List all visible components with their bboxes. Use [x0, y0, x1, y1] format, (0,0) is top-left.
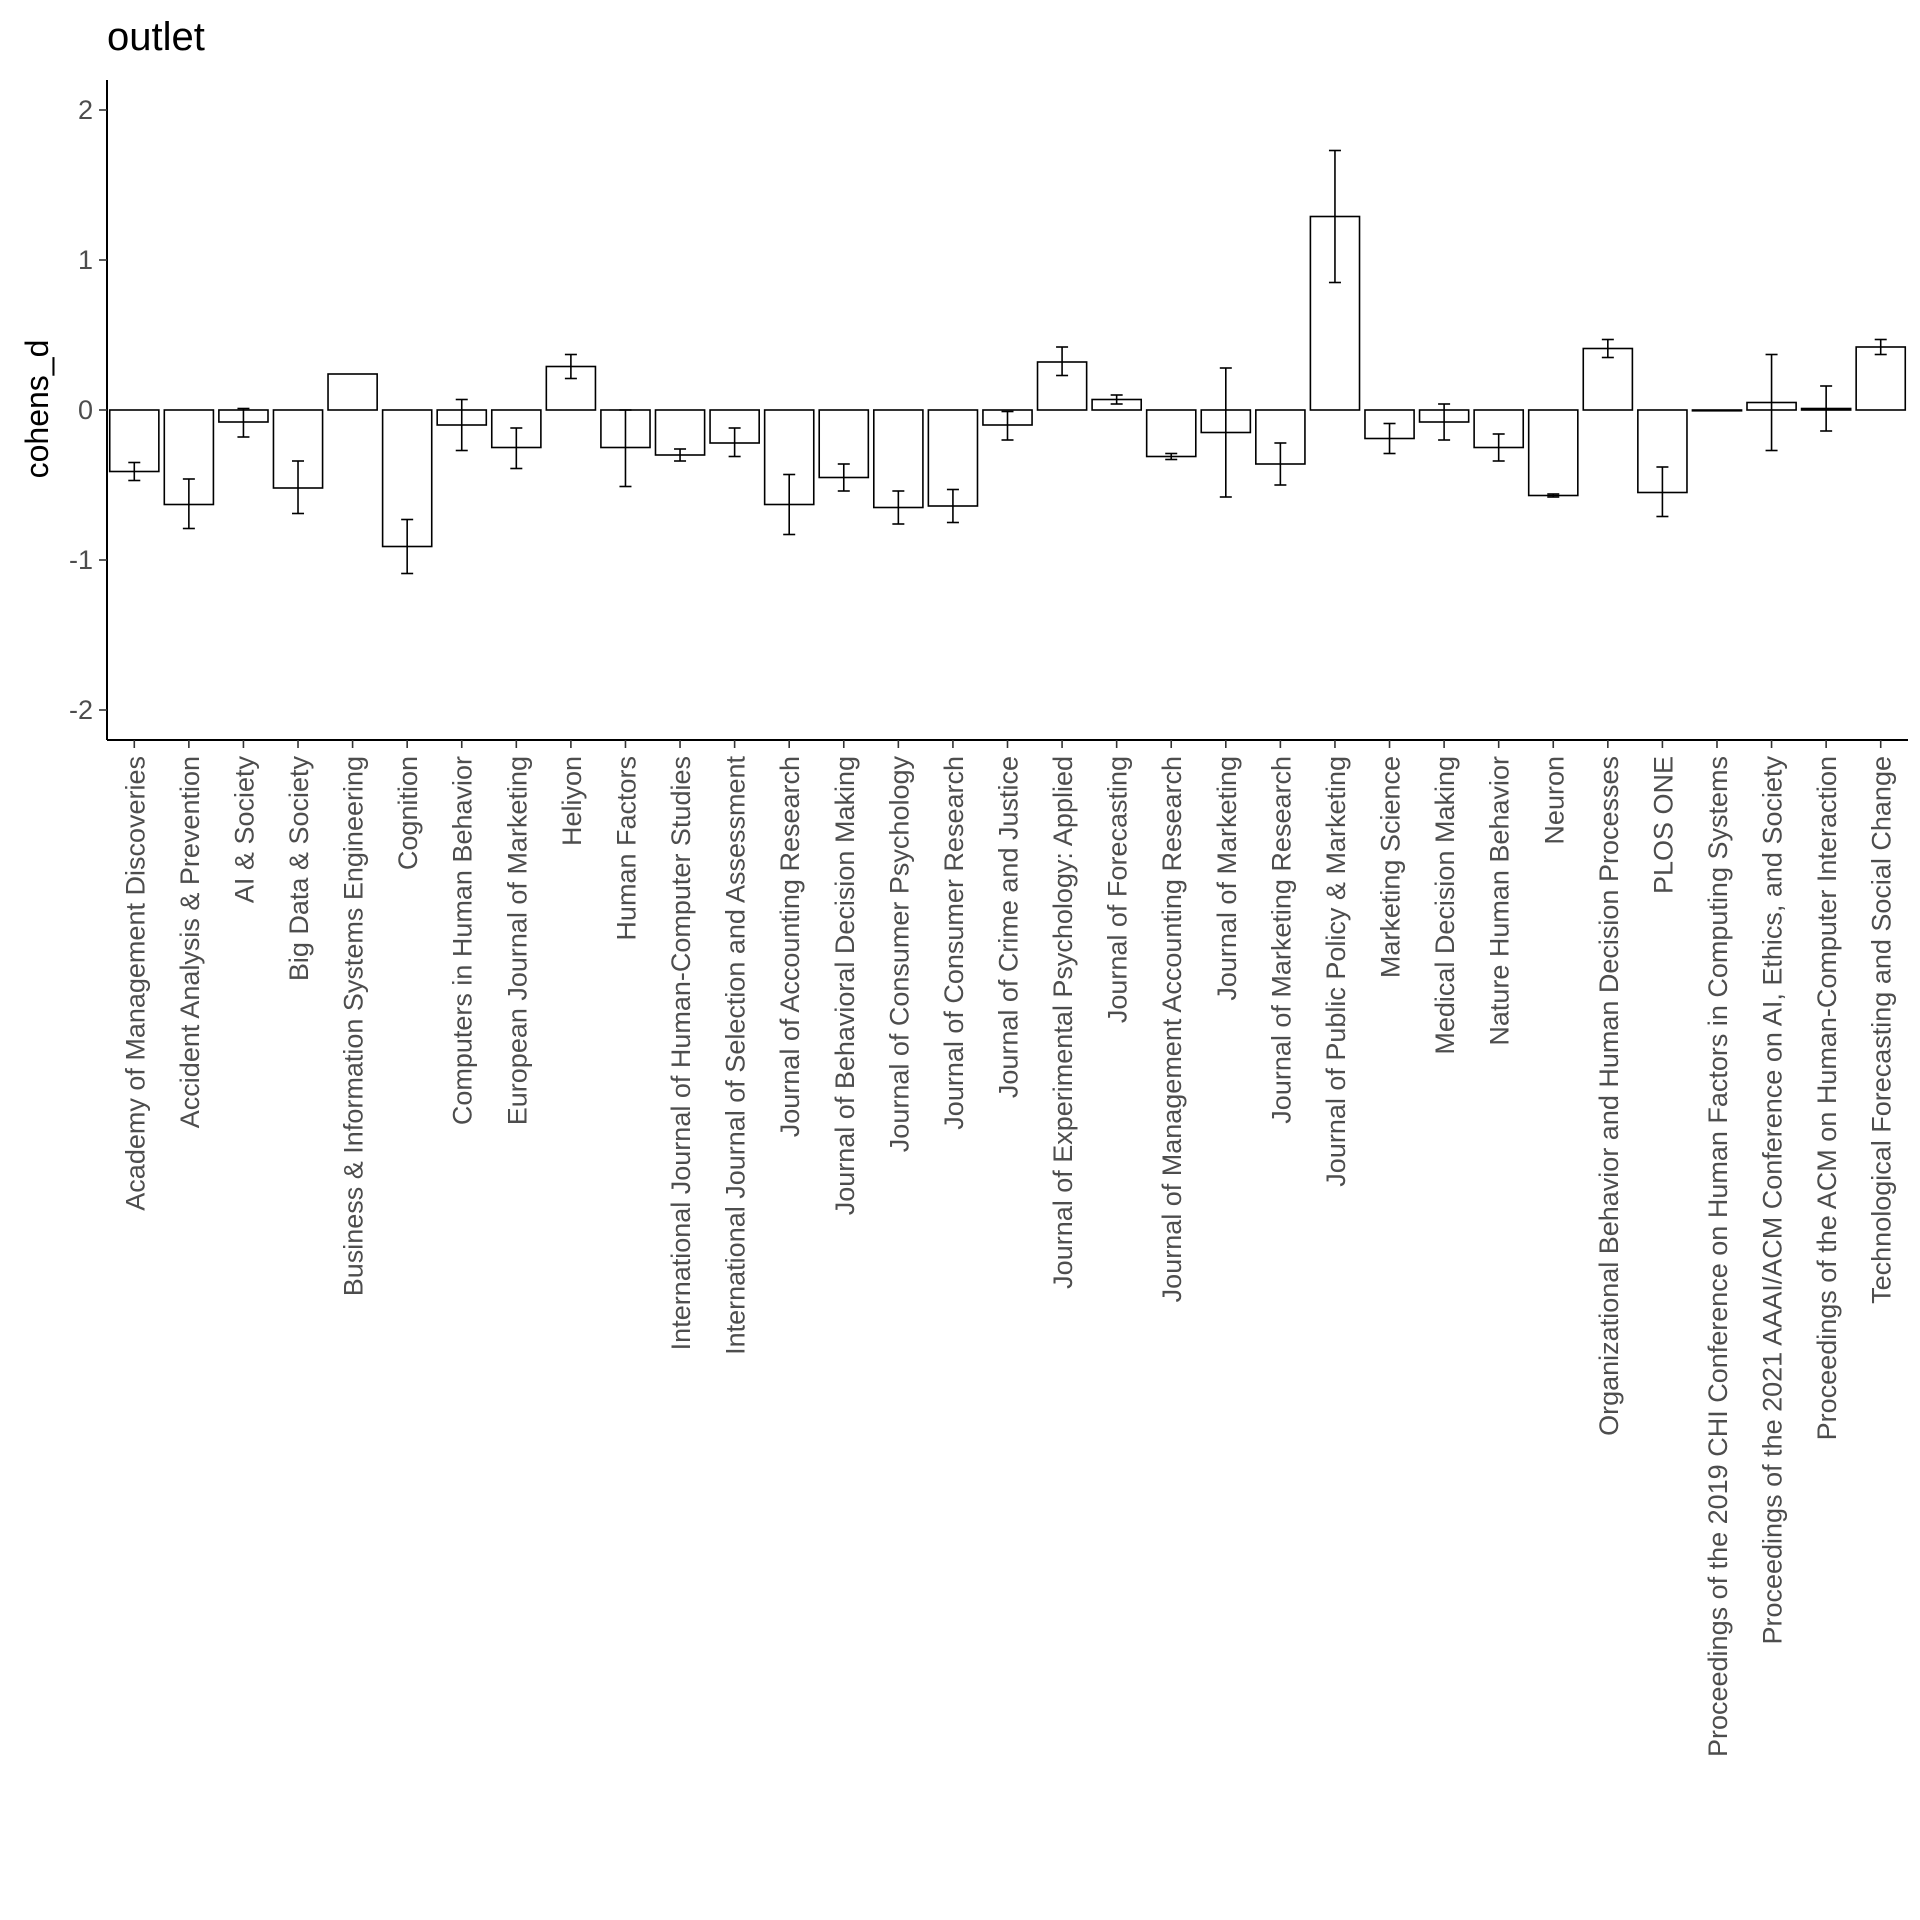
x-tick-label: Journal of Consumer Psychology — [884, 756, 914, 1153]
x-tick-label: Heliyon — [557, 756, 587, 846]
error-bar — [1110, 394, 1123, 405]
error-bar — [1383, 422, 1396, 455]
bar — [108, 409, 160, 473]
y-axis-label: cohens_d — [19, 340, 55, 479]
error-bar — [1874, 338, 1887, 356]
x-tick-label: Academy of Management Discoveries — [120, 756, 150, 1211]
error-bar — [1820, 385, 1833, 432]
error-bar — [564, 353, 577, 380]
error-bar — [728, 427, 741, 458]
error-bar — [1056, 346, 1069, 377]
error-bars-group — [128, 149, 1887, 575]
error-bar — [510, 427, 523, 470]
error-bar — [1765, 353, 1778, 452]
bar — [1855, 346, 1907, 411]
x-tick-label: Business & Information Systems Engineeri… — [339, 756, 369, 1296]
x-tick-label: Journal of Forecasting — [1103, 756, 1133, 1023]
x-tick-label: PLOS ONE — [1648, 756, 1678, 894]
y-tick-label: 2 — [78, 95, 93, 125]
y-tick-label: 1 — [78, 245, 93, 275]
error-bar — [128, 461, 141, 482]
error-bar — [1001, 410, 1014, 441]
x-tick-label: Human Factors — [611, 756, 641, 941]
y-axis: -2 -1 0 1 2 — [69, 80, 108, 740]
x-tick-label: International Journal of Selection and A… — [721, 756, 751, 1355]
x-tick-label: Nature Human Behavior — [1485, 756, 1515, 1046]
x-tick-label: International Journal of Human-Computer … — [666, 756, 696, 1350]
error-bar — [674, 448, 687, 462]
error-bar — [837, 463, 850, 492]
x-tick-label: Medical Decision Making — [1430, 756, 1460, 1055]
x-tick-label: Journal of Crime and Justice — [994, 756, 1024, 1098]
chart-title: outlet — [107, 15, 205, 59]
x-tick-label: Computers in Human Behavior — [448, 756, 478, 1125]
x-tick-label: Journal of Experimental Psychology: Appl… — [1048, 756, 1078, 1289]
error-bar — [1656, 466, 1669, 518]
error-bar — [182, 478, 195, 530]
x-tick-label: Cognition — [393, 756, 423, 870]
x-tick-label: Proceedings of the 2019 CHI Conference o… — [1703, 756, 1733, 1757]
x-tick-label: AI & Society — [229, 756, 259, 904]
x-tick-label: Journal of Accounting Research — [775, 756, 805, 1137]
error-bar — [946, 488, 959, 524]
x-tick-label: European Journal of Marketing — [502, 756, 532, 1125]
error-bar — [783, 473, 796, 536]
x-tick-label: Journal of Consumer Research — [939, 756, 969, 1130]
y-tick-label: -2 — [69, 695, 93, 725]
x-tick-label: Journal of Marketing Research — [1266, 756, 1296, 1124]
error-bar — [892, 490, 905, 525]
x-tick-label: Neuron — [1539, 756, 1569, 845]
y-tick-label: -1 — [69, 545, 93, 575]
error-bar — [1492, 433, 1505, 462]
bar — [1527, 409, 1579, 497]
bar — [1691, 409, 1743, 412]
x-tick-label: Journal of Marketing — [1212, 756, 1242, 1001]
x-tick-label: Marketing Science — [1376, 756, 1406, 978]
error-bar — [401, 518, 414, 575]
error-bar — [1274, 442, 1287, 486]
error-bar — [1601, 338, 1614, 359]
y-tick-label: 0 — [78, 395, 93, 425]
bars-group — [108, 215, 1907, 548]
error-bar — [292, 460, 305, 515]
error-bar — [1547, 493, 1560, 498]
x-tick-label: Big Data & Society — [284, 756, 314, 982]
bar — [654, 409, 706, 456]
x-tick-label: Technological Forecasting and Social Cha… — [1867, 756, 1897, 1304]
error-bar — [237, 407, 250, 438]
error-bar — [1438, 403, 1451, 441]
bar — [1582, 347, 1634, 411]
error-bar — [1219, 367, 1232, 498]
x-tick-label: Proceedings of the 2021 AAAI/ACM Confere… — [1758, 756, 1788, 1645]
bar — [327, 373, 378, 411]
x-tick-label: Proceedings of the ACM on Human-Computer… — [1812, 756, 1842, 1440]
x-tick-label: Accident Analysis & Prevention — [175, 756, 205, 1128]
x-axis: Academy of Management Discoveries Acciden… — [107, 739, 1908, 1757]
x-tick-label: Organizational Behavior and Human Decisi… — [1594, 756, 1624, 1436]
x-tick-label: Journal of Management Accounting Researc… — [1157, 756, 1187, 1302]
error-bar — [1328, 149, 1341, 284]
x-tick-label: Journal of Public Policy & Marketing — [1321, 756, 1351, 1187]
error-bar — [455, 398, 468, 452]
error-bar — [619, 409, 632, 488]
bar — [1145, 409, 1197, 458]
x-tick-label: Journal of Behavioral Decision Making — [830, 756, 860, 1215]
error-bar — [1165, 452, 1178, 461]
